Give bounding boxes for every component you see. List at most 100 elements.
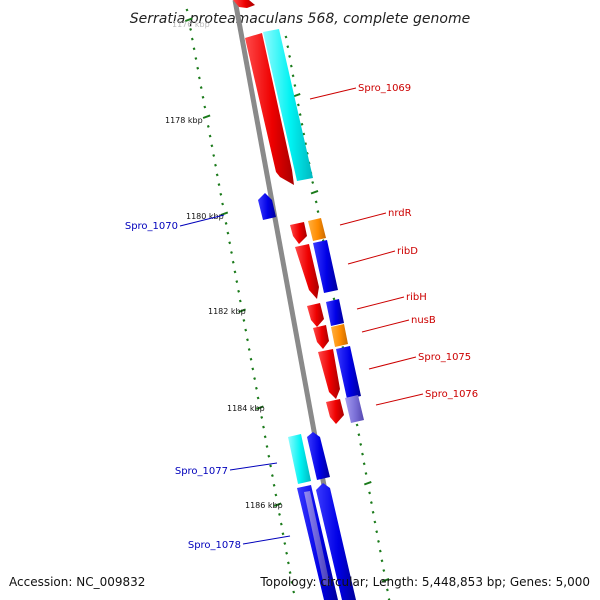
right-tick-41 [357, 433, 361, 437]
left-tick-12 [206, 124, 210, 128]
label-spro-1070[interactable]: Spro_1070 [125, 221, 178, 232]
gene-spro-1076-purple-bar [345, 395, 364, 423]
gene-spro-1076-arrow [326, 399, 344, 424]
gene-labels: Spro_1069 nrdR ribD ribH nusB Spro_1075 … [125, 83, 478, 551]
right-tick-57 [385, 588, 389, 592]
leader-spro-1078 [242, 535, 291, 545]
label-ribH[interactable]: ribH [406, 292, 427, 303]
right-tick-18 [316, 210, 320, 214]
topology-text: Topology: circular; Length: 5,448,853 bp… [259, 575, 590, 589]
left-tick-38 [253, 377, 257, 381]
label-ribD[interactable]: ribD [397, 246, 418, 257]
right-tick-42 [359, 442, 363, 446]
right-tick-8 [298, 113, 302, 117]
right-tick-49 [371, 510, 375, 514]
left-tick-36 [249, 357, 253, 361]
gene-features [233, 0, 364, 600]
scale-labels: 1178 kbp 1180 kbp 1182 kbp 1184 kbp 1186… [165, 116, 283, 510]
left-tick-16 [214, 163, 217, 167]
right-tick-7 [296, 103, 300, 107]
label-nrdR[interactable]: nrdR [388, 208, 412, 219]
right-tick-27 [332, 297, 336, 301]
accession-text: Accession: NC_009832 [9, 575, 145, 589]
left-tick-49 [272, 483, 276, 487]
left-tick-46 [267, 454, 271, 458]
genome-title: Serratia proteamaculans 568, complete ge… [130, 11, 470, 27]
left-tick-50 [274, 493, 278, 497]
left-tick-37 [251, 367, 255, 371]
right-tick-9 [300, 122, 304, 126]
left-tick-17 [215, 173, 219, 177]
right-tick-45 [364, 472, 368, 475]
right-tick-50 [373, 520, 377, 524]
left-tick-33 [244, 328, 248, 332]
left-tick-55 [283, 542, 287, 545]
right-tick-2 [288, 54, 292, 58]
gene-ribD-arrow [295, 244, 319, 299]
left-tick-54 [281, 532, 285, 536]
left-tick-24 [228, 241, 232, 245]
left-tick-9 [201, 95, 205, 99]
left-tick-27 [233, 270, 237, 274]
right-tick-53 [378, 549, 382, 553]
left-tick-42 [260, 415, 264, 419]
right-tick-17 [314, 200, 318, 204]
leader-spro-1069 [309, 87, 357, 100]
right-tick-4 [291, 74, 295, 78]
scale-label-1182: 1182 kbp [208, 307, 246, 316]
left-tick-18 [217, 183, 221, 187]
gene-red-top-stub [233, 0, 255, 8]
label-spro-1076[interactable]: Spro_1076 [425, 389, 478, 400]
left-tick-6 [196, 66, 200, 70]
left-tick-59 [290, 580, 294, 584]
leader-ribH [356, 296, 405, 310]
gene-ribD-blue-bar [313, 240, 338, 293]
left-tick-41 [256, 405, 264, 410]
right-tick-47 [368, 491, 372, 495]
gene-spro-1077-cyan-bar [288, 434, 311, 484]
gene-spro-1069-cyan-bar [263, 29, 313, 181]
right-tick-44 [362, 462, 366, 466]
left-tick-11 [202, 114, 211, 119]
left-tick-3 [190, 37, 194, 41]
leader-spro-1070 [179, 214, 225, 227]
left-tick-56 [285, 551, 289, 555]
left-tick-47 [269, 464, 273, 468]
left-tick-10 [203, 105, 207, 109]
label-nusB[interactable]: nusB [411, 315, 436, 326]
right-tick-0 [284, 35, 288, 39]
leader-spro-1077 [229, 462, 278, 471]
left-tick-43 [262, 425, 265, 429]
right-tick-46 [363, 480, 372, 486]
left-tick-34 [246, 338, 249, 342]
right-tick-48 [369, 501, 373, 505]
left-tick-21 [220, 211, 229, 216]
left-tick-44 [263, 435, 267, 439]
scale-label-1178: 1178 kbp [165, 116, 203, 125]
left-tick-8 [199, 86, 203, 90]
left-tick-19 [219, 192, 223, 196]
leader-nrdR [339, 212, 387, 226]
scale-label-partial: 1176 kbp [172, 20, 210, 29]
right-tick-54 [380, 559, 384, 563]
label-spro-1077[interactable]: Spro_1077 [175, 466, 228, 477]
gene-spro-1070-arrow [258, 193, 276, 220]
left-tick-30 [238, 299, 242, 303]
right-tick-40 [355, 423, 359, 427]
left-tick-32 [242, 318, 246, 322]
left-tick-40 [256, 396, 260, 400]
right-tick-1 [286, 45, 290, 49]
left-tick-26 [231, 260, 235, 264]
right-tick-6 [292, 92, 301, 98]
right-tick-56 [381, 577, 390, 583]
label-spro-1078[interactable]: Spro_1078 [188, 540, 241, 551]
right-tick-5 [293, 84, 297, 87]
scale-label-1184: 1184 kbp [227, 404, 265, 413]
label-spro-1069[interactable]: Spro_1069 [358, 83, 411, 94]
left-tick-58 [288, 571, 292, 575]
left-tick-13 [208, 134, 212, 138]
label-spro-1075[interactable]: Spro_1075 [418, 352, 471, 363]
left-tick-0 [185, 8, 189, 12]
left-tick-39 [254, 386, 258, 390]
